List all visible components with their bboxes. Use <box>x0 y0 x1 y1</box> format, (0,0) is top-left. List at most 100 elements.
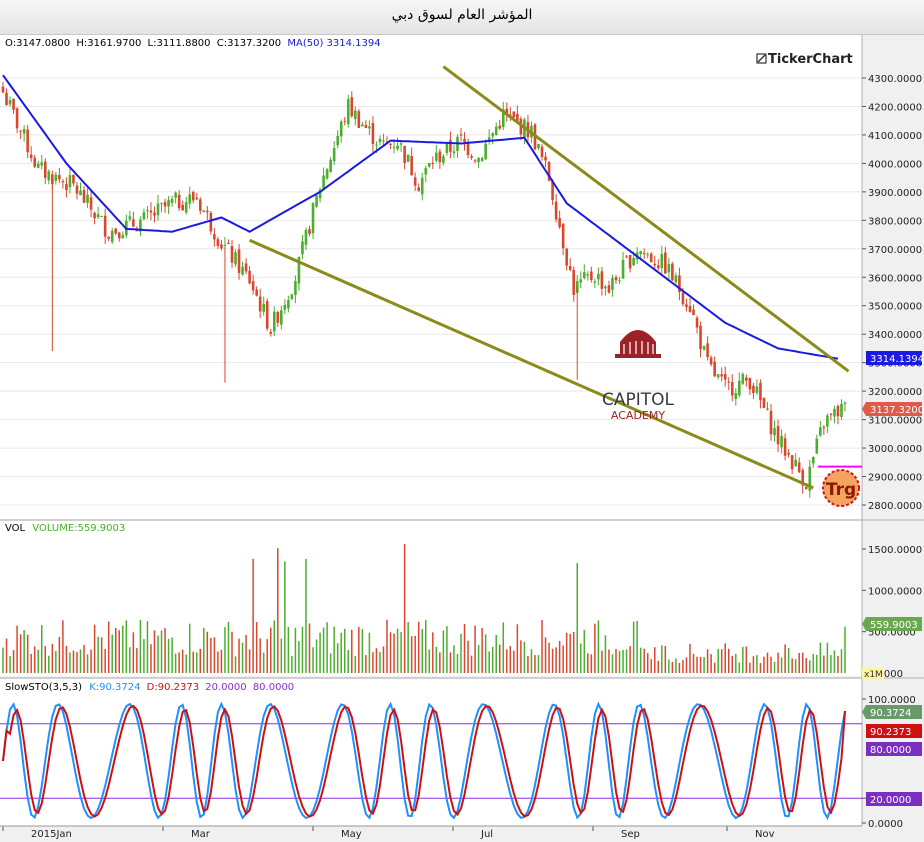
candle-body <box>213 234 216 240</box>
ma-line <box>2 74 839 360</box>
candle-body <box>783 438 787 456</box>
candle-body <box>727 381 731 383</box>
candle-body <box>283 304 287 310</box>
price-tick-label: 3100.0000 <box>868 416 922 427</box>
candle-body <box>516 113 519 121</box>
trendline <box>249 238 814 490</box>
candle-body <box>230 246 234 263</box>
volume-tag: 559.9003 <box>862 617 922 631</box>
volume-tick-label: 1000.0000 <box>868 586 922 597</box>
candle-body <box>220 244 223 249</box>
candle-body <box>79 190 82 196</box>
candle-body <box>463 138 466 143</box>
sto-d-tag: 90.2373 <box>866 724 922 738</box>
price-tick-label: 3200.0000 <box>868 387 922 398</box>
candle-body <box>153 212 156 216</box>
candle-body <box>93 212 96 219</box>
capitol-academy-watermark: CAPITOL ACADEMY <box>602 330 675 422</box>
candle-body <box>759 383 762 401</box>
price-tick-label: 2900.0000 <box>868 473 922 484</box>
candle-body <box>227 243 230 245</box>
chart-svg[interactable]: 4300.0000 4200.0000 4100.0000 4000.0000 3900… <box>0 34 924 842</box>
candle-body <box>621 259 625 279</box>
candle-body <box>290 294 294 300</box>
candle-body <box>755 386 759 393</box>
candle-body <box>12 98 15 110</box>
candle-body <box>660 254 664 269</box>
logo-stroke <box>757 54 766 63</box>
candle-body <box>685 304 688 308</box>
price-tick-label: 3000.0000 <box>868 444 922 455</box>
sto-tick-label: 100.0000 <box>868 695 916 706</box>
candle-body <box>688 306 692 312</box>
candle-body <box>272 311 276 332</box>
candle-body <box>255 289 258 296</box>
candle-body <box>734 393 738 400</box>
candle-body <box>699 325 702 350</box>
candle-body <box>304 229 308 245</box>
axes: 4300.0000 4200.0000 4100.0000 4000.0000 3900… <box>0 74 922 840</box>
volume-tick-label: 1500.0000 <box>868 545 922 556</box>
candles <box>1 81 847 498</box>
title-bar: المؤشر العام لسوق دبي <box>0 0 924 35</box>
target-marker[interactable]: Trg <box>818 465 862 507</box>
candle-body <box>65 183 68 191</box>
candle-body <box>551 181 554 200</box>
svg-text:20.0000: 20.0000 <box>870 795 911 806</box>
candle-body <box>269 331 273 334</box>
candle-body <box>730 382 734 396</box>
candle-body <box>107 236 110 239</box>
watermark-line2: ACADEMY <box>611 409 665 422</box>
candle-body <box>671 263 674 281</box>
candle-body <box>692 309 695 316</box>
candle-body <box>738 380 741 396</box>
x-axis-label: May <box>341 829 362 840</box>
sto-header: SlowSTO(3,5,3) K:90.3724 D:90.2373 20.00… <box>5 682 294 693</box>
candle-body <box>593 281 597 283</box>
candle-body <box>375 144 378 146</box>
candle-body <box>223 245 227 247</box>
candle-body <box>234 252 237 265</box>
candle-body <box>804 487 808 490</box>
candle-body <box>410 156 413 176</box>
candle-body <box>723 373 727 380</box>
candle-body <box>262 303 266 312</box>
candle-body <box>403 145 406 163</box>
close-price-tag: 3137.3200 <box>862 402 924 416</box>
candle-body <box>829 413 833 415</box>
candle-body <box>258 296 262 312</box>
candle-body <box>287 300 290 309</box>
candle-body <box>477 157 480 163</box>
capitol-dome-icon <box>620 330 656 356</box>
svg-text:3314.1394: 3314.1394 <box>870 354 924 365</box>
candle-body <box>29 154 33 159</box>
candle-body <box>720 374 723 377</box>
candle-body <box>826 415 829 427</box>
trendline <box>442 65 850 373</box>
candle-body <box>417 187 421 191</box>
candle-body <box>184 202 188 213</box>
candle-body <box>597 273 600 280</box>
candle-body <box>174 192 177 198</box>
candle-body <box>537 143 540 149</box>
x-axis-label: Sep <box>621 829 640 840</box>
candle-body <box>808 466 812 491</box>
candle-body <box>181 204 184 211</box>
price-tick-label: 3800.0000 <box>868 216 922 227</box>
candle-body <box>716 374 720 378</box>
candle-body <box>188 194 192 204</box>
candle-body <box>276 311 280 323</box>
candle-body <box>195 197 199 200</box>
candle-body <box>695 317 699 328</box>
candle-body <box>339 121 343 137</box>
candle-body <box>47 171 51 181</box>
candle-body <box>216 239 220 246</box>
candle-body <box>752 385 755 394</box>
candle-body <box>642 253 646 255</box>
candle-body <box>833 408 836 417</box>
candle-body <box>480 158 484 161</box>
candle-body <box>318 189 322 199</box>
candle-body <box>265 301 269 329</box>
candle-body <box>843 402 847 404</box>
candle-body <box>364 124 368 128</box>
